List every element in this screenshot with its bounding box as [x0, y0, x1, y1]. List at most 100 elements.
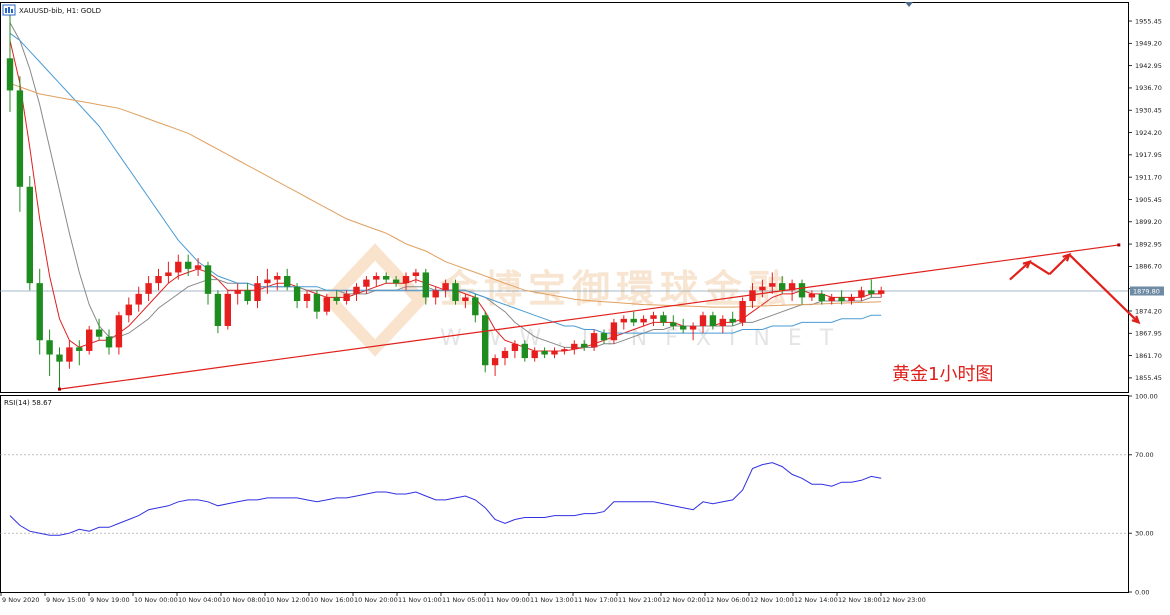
- chart-header-label: XAUUSD-bib, H1: GOLD: [19, 7, 101, 15]
- candle-body: [739, 300, 746, 323]
- candle: [185, 254, 192, 277]
- candle: [858, 286, 865, 301]
- candle: [313, 290, 321, 319]
- candle: [115, 311, 123, 355]
- watermark: 金博宝御環球金融 WWW.JINFXINET: [321, 243, 833, 357]
- candle: [848, 293, 855, 305]
- candle: [303, 290, 311, 309]
- price-tick-label: 1917.95: [1135, 151, 1162, 159]
- rsi-tick-label: 70.00: [1135, 451, 1154, 459]
- candle-body: [828, 297, 835, 301]
- projection-arrow: [1009, 252, 1141, 325]
- candle: [670, 315, 677, 330]
- candle: [878, 286, 885, 298]
- candle: [6, 11, 14, 112]
- time-tick-label: 12 Nov 18:00: [838, 596, 882, 604]
- candle-body: [709, 315, 717, 326]
- candle: [392, 276, 400, 287]
- candle-body: [531, 350, 538, 359]
- candle: [759, 279, 766, 298]
- candle: [521, 340, 528, 362]
- rsi-panel-frame: [0, 395, 1129, 593]
- time-tick-label: 12 Nov 06:00: [706, 596, 750, 604]
- candle-body: [462, 297, 469, 301]
- candle-body: [392, 279, 400, 284]
- price-tick-label: 1911.70: [1135, 173, 1162, 181]
- symbol-icon: [2, 4, 16, 16]
- candle: [363, 276, 370, 294]
- candle-body: [175, 261, 182, 273]
- candle: [422, 268, 429, 305]
- candle: [214, 290, 222, 334]
- price-tick-label: 1949.20: [1135, 40, 1162, 48]
- candle-body: [878, 290, 885, 294]
- candle: [462, 293, 469, 309]
- candle-body: [808, 293, 816, 298]
- candle-body: [600, 333, 608, 341]
- trendline-anchor[interactable]: [1117, 243, 1121, 247]
- candle-body: [125, 304, 132, 316]
- candle: [284, 268, 291, 291]
- candle-body: [204, 265, 212, 294]
- candle: [620, 315, 627, 330]
- candle: [818, 290, 825, 305]
- candle-body: [571, 343, 578, 350]
- candle: [254, 276, 261, 309]
- chart-annotation: 黄金1小时图: [892, 364, 993, 385]
- watermark-logo-icon: [321, 243, 429, 357]
- candle: [709, 311, 717, 330]
- candle-body: [115, 315, 123, 348]
- chart-shift-marker[interactable]: [905, 2, 913, 7]
- main-panel-frame: [0, 2, 1129, 393]
- candle-body: [868, 290, 875, 294]
- candle-body: [56, 354, 63, 362]
- candle: [482, 311, 489, 373]
- candle-body: [234, 290, 241, 294]
- candle-body: [66, 347, 73, 362]
- candle: [828, 293, 835, 305]
- candle: [274, 272, 281, 291]
- candle-body: [501, 350, 509, 359]
- current-price-label: 1879.80: [1133, 287, 1160, 295]
- candle: [581, 340, 588, 351]
- candle-body: [155, 276, 162, 284]
- candle-body: [472, 297, 479, 316]
- candle: [729, 311, 736, 326]
- price-tick-label: 1899.20: [1135, 218, 1162, 226]
- candle-body: [6, 58, 14, 91]
- candle-body: [541, 350, 548, 355]
- candle: [491, 354, 499, 376]
- price-tick-label: 1955.45: [1135, 17, 1162, 25]
- trendline[interactable]: [59, 244, 1119, 390]
- candle-body: [511, 343, 519, 351]
- candle-body: [26, 186, 33, 284]
- candle: [95, 318, 103, 341]
- moving-average-line: [9, 82, 882, 308]
- candle-body: [95, 329, 103, 337]
- candle-body: [323, 297, 330, 312]
- candle: [353, 283, 360, 301]
- candle-body: [491, 358, 499, 366]
- price-tick-label: 1892.95: [1135, 240, 1162, 248]
- trendline-anchor[interactable]: [58, 387, 61, 391]
- projection-arrow-head: [1131, 315, 1141, 325]
- candle: [16, 76, 24, 212]
- candle: [699, 311, 707, 334]
- candle: [442, 279, 449, 298]
- candle: [323, 293, 330, 316]
- candle-body: [284, 276, 291, 287]
- time-tick-label: 11 Nov 09:00: [486, 596, 530, 604]
- candle: [145, 276, 152, 301]
- candle: [452, 279, 459, 305]
- time-tick-label: 10 Nov 16:00: [310, 596, 354, 604]
- candle: [590, 329, 598, 351]
- candle: [610, 318, 618, 344]
- time-tick-label: 10 Nov 08:00: [222, 596, 266, 604]
- projection-arrow-segment: [1068, 253, 1140, 324]
- candle-body: [650, 315, 657, 319]
- candle: [511, 340, 519, 359]
- price-tick-label: 1942.95: [1135, 62, 1162, 70]
- candle-body: [581, 343, 588, 348]
